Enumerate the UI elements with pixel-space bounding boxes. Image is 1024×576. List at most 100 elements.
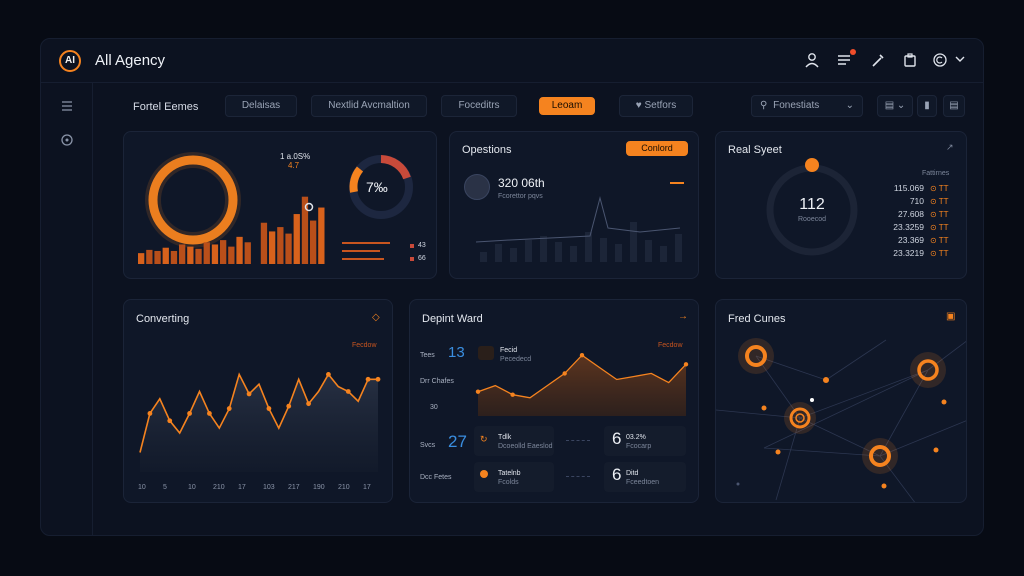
converting-chart: [139, 372, 381, 472]
page-heading: Fortel Eemes: [133, 101, 199, 113]
document-icon: ▤: [949, 100, 959, 111]
tab-foceditrs[interactable]: Foceditrs: [441, 95, 517, 117]
tab-delaisas[interactable]: Delaisas: [225, 95, 297, 117]
realspeet-value: 115.069: [893, 183, 924, 193]
area-point: [510, 392, 515, 397]
legend-swatch-2: [410, 257, 414, 261]
converting-line: [139, 372, 378, 453]
settings-label: Setfors: [644, 100, 677, 111]
chart-icon: ▤ ⌄: [884, 100, 906, 111]
network-dot: [810, 398, 814, 402]
realspeet-value: 27.608: [898, 209, 924, 219]
notifications-icon[interactable]: [835, 49, 856, 70]
tab-leoam[interactable]: Leoam: [539, 97, 595, 115]
converting-title: Converting: [136, 313, 190, 325]
settings-button[interactable]: ♥ Setfors: [619, 95, 693, 117]
row3-connector: [566, 476, 590, 479]
notification-badge: [850, 49, 856, 55]
network-dot: [933, 447, 939, 453]
line-point: [306, 401, 311, 407]
heart-icon: ♥: [635, 100, 642, 111]
bar: [179, 244, 186, 264]
line-point: [167, 418, 173, 424]
overview-stat-b: 4.7: [288, 161, 300, 170]
fredcunes-title: Fred Cunes: [728, 313, 786, 325]
right1-box: [604, 426, 686, 456]
line-point: [147, 411, 153, 416]
copyright-icon[interactable]: [931, 52, 949, 70]
x-tick-label: 5: [163, 484, 167, 491]
depintward-chart: [475, 353, 689, 416]
x-tick-label: 210: [213, 484, 225, 491]
x-tick-label: 103: [263, 484, 275, 491]
row2-label: Svcs: [420, 442, 436, 449]
avatar: [464, 174, 490, 200]
operations-bar: [555, 242, 562, 262]
row3-icon: [480, 470, 488, 478]
bar: [154, 250, 161, 264]
chart-view-button[interactable]: ▤ ⌄: [877, 95, 913, 117]
bar: [293, 214, 300, 264]
operations-bar: [585, 232, 592, 262]
network-edge: [879, 420, 966, 457]
gauge-value: 112: [799, 196, 825, 213]
network-graph: [716, 338, 966, 502]
legend-swatch-1: [410, 244, 414, 248]
network-dot: [823, 377, 829, 383]
row3-sub: Fcolds: [498, 479, 519, 486]
legend-line-1: [342, 242, 390, 244]
area-point: [579, 353, 585, 358]
bar: [146, 249, 153, 264]
arrow-icon[interactable]: →: [678, 311, 688, 322]
operations-indicator: [670, 182, 684, 184]
diamond-icon[interactable]: ◇: [372, 312, 380, 323]
node-glow: [784, 402, 816, 434]
right1-value: 6: [612, 429, 622, 448]
operations-action-button[interactable]: Conlord: [626, 141, 688, 156]
row2-sub: Dcoeolld Eaeslod: [498, 443, 553, 450]
realspeet-tag: ⊙ TT: [930, 197, 949, 206]
bookmark-button[interactable]: ▮: [917, 95, 937, 117]
realspeet-value: 23.3219: [893, 248, 924, 258]
network-dot: [775, 449, 781, 455]
app-window: AI All Agency Fortel Eemes Delai: [40, 38, 984, 536]
menu-icon[interactable]: [59, 99, 75, 115]
row3-item: Tatelnb: [498, 470, 521, 477]
realspeet-list-head: Fattirnes: [922, 170, 950, 177]
chevron-down-icon[interactable]: [951, 52, 969, 70]
realspeet-card: Real Syeet ↗ 112 Rooecod Fattirnes 115.0…: [715, 131, 967, 279]
operations-bar: [495, 244, 502, 262]
tools-icon[interactable]: [869, 52, 887, 70]
row3-box: [474, 462, 554, 492]
row1-value: 13: [448, 344, 465, 361]
converting-x-axis: 10 5 10 210 17 103 217 190 210 17: [138, 484, 378, 494]
overview-stat-a: 1 a.0S%: [280, 152, 311, 161]
bar: [220, 240, 227, 264]
expand-icon[interactable]: ↗: [946, 142, 954, 152]
calendar-icon[interactable]: ▣: [946, 311, 956, 322]
row2-box: [474, 426, 554, 456]
donut-slice-red: [380, 155, 411, 180]
node-glow: [862, 438, 898, 474]
search-input[interactable]: ⚲ Fonestiats ⌄: [751, 95, 863, 117]
right1-item: 03.2%: [626, 434, 646, 441]
circle-icon[interactable]: [59, 133, 75, 149]
clipboard-icon[interactable]: [901, 52, 919, 70]
user-icon[interactable]: [803, 52, 821, 70]
network-node: [869, 445, 891, 467]
doc-button[interactable]: ▤: [943, 95, 965, 117]
row1-icon: [478, 346, 494, 360]
tab-nextlid[interactable]: Nextlid Avcmaltion: [311, 95, 427, 117]
bar: [244, 242, 251, 264]
top-bar: AI All Agency: [41, 39, 983, 83]
realspeet-gauge: [766, 158, 858, 256]
line-point: [326, 372, 331, 377]
operations-bar: [675, 234, 682, 262]
gauge-label: Rooecod: [797, 216, 827, 223]
bar: [318, 207, 325, 264]
operations-trend-line: [475, 196, 681, 243]
mid-label-1: Drr Chafes: [420, 378, 454, 385]
area-point: [683, 362, 689, 367]
legend-line-3: [342, 258, 384, 260]
x-tick-label: 217: [288, 484, 300, 491]
